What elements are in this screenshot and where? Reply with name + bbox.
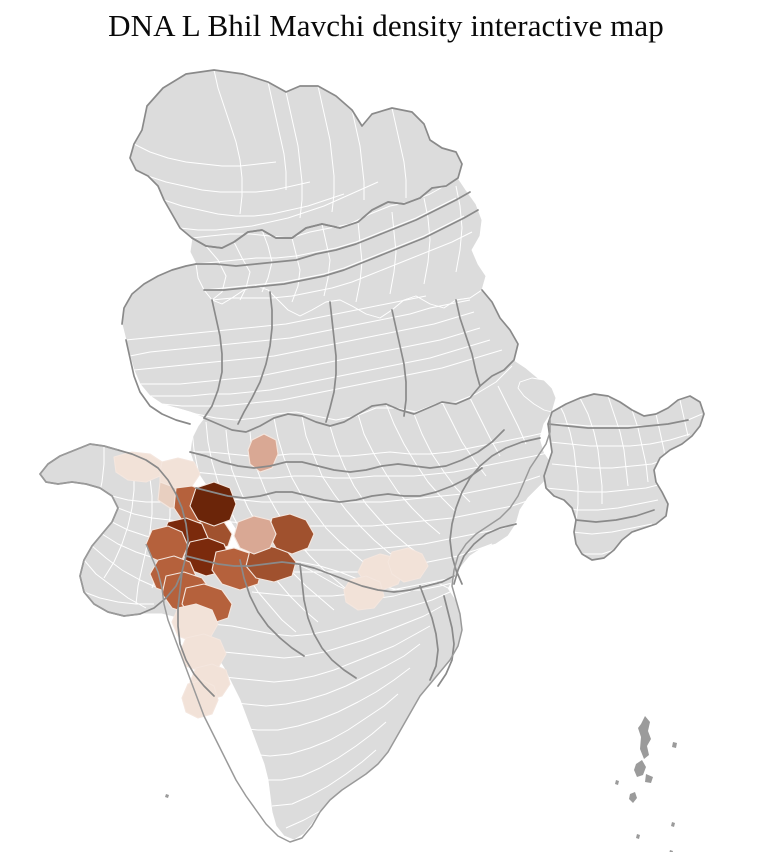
base-districts-layer xyxy=(39,69,705,852)
district-sabarkantha[interactable] xyxy=(159,457,201,489)
choropleth-highlight-layer[interactable] xyxy=(113,433,429,719)
district-buldhana[interactable] xyxy=(233,515,277,555)
district-nandurbar[interactable] xyxy=(189,481,237,527)
district-west-godavari[interactable] xyxy=(387,547,429,583)
andaman-nicobar-islands xyxy=(615,716,677,852)
page-title: DNA L Bhil Mavchi density interactive ma… xyxy=(108,8,664,43)
lakshadweep-islands xyxy=(165,794,169,798)
state-borders-layer xyxy=(39,69,705,697)
district-east-godavari[interactable] xyxy=(343,575,385,611)
india-choropleth-svg[interactable] xyxy=(0,52,772,852)
district-uttara-kannada[interactable] xyxy=(181,679,219,719)
coastline-layer xyxy=(39,418,551,843)
map-canvas[interactable] xyxy=(0,52,772,852)
district-khargone[interactable] xyxy=(247,433,279,473)
